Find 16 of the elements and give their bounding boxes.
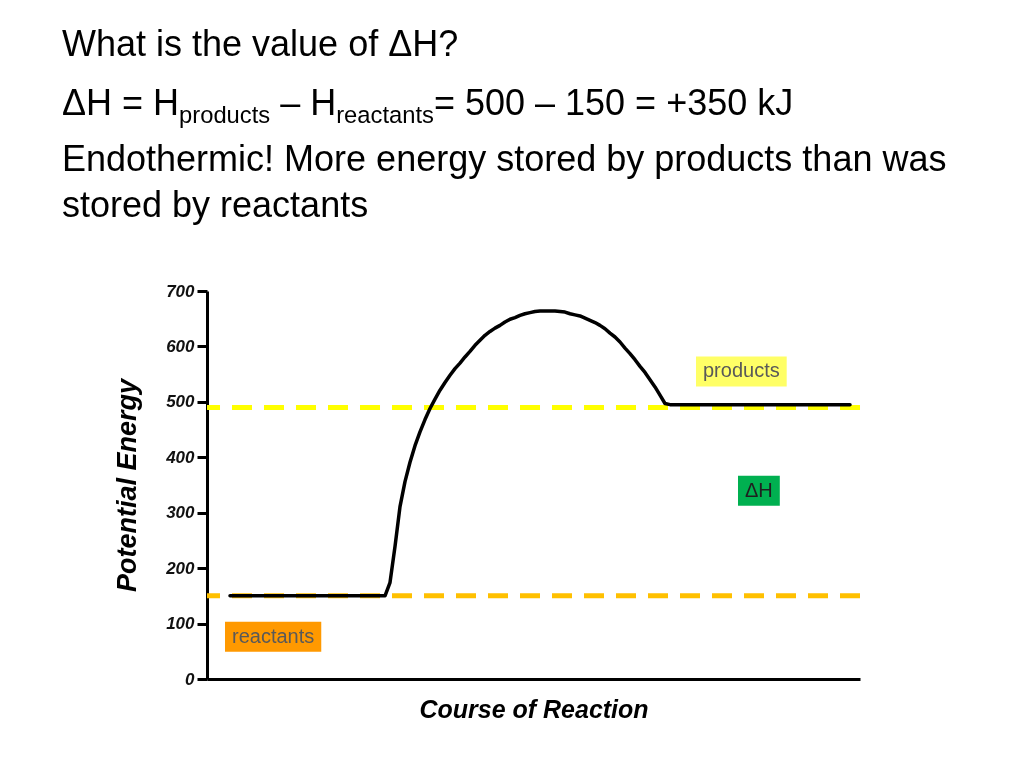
ref-line-label: reactants xyxy=(232,624,315,647)
annotation: ΔH xyxy=(745,478,773,501)
y-tick-label: 200 xyxy=(165,558,196,578)
y-axis-title: Potential Energy xyxy=(112,376,143,593)
text: Endothermic! More energy stored by products than was stored by reactants xyxy=(62,138,947,225)
y-tick-label: 600 xyxy=(166,336,196,356)
y-tick-label: 100 xyxy=(166,614,196,634)
y-tick-label: 400 xyxy=(165,447,196,467)
ref-line-label: products xyxy=(703,359,780,382)
y-tick-label: 700 xyxy=(166,281,196,301)
chart-title: What is the value of ΔH? xyxy=(62,23,459,64)
y-tick-label: 300 xyxy=(166,503,196,523)
line-series xyxy=(228,309,852,598)
y-tick-label: 0 xyxy=(185,669,196,689)
x-axis-title: Course of Reaction xyxy=(419,694,649,723)
y-tick-label: 500 xyxy=(166,392,196,412)
